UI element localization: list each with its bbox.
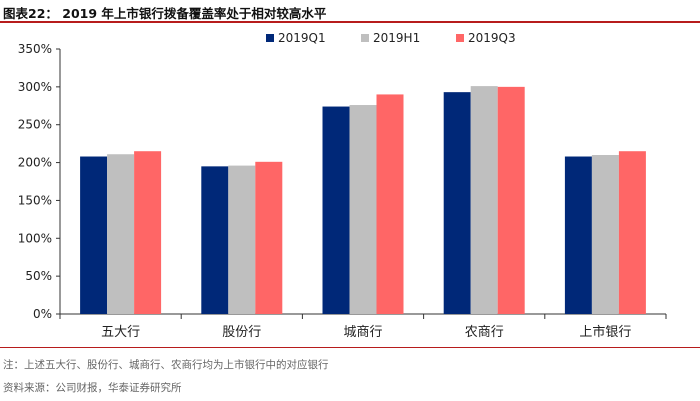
bar [497, 86, 525, 314]
bar [376, 94, 404, 314]
x-tick-label: 五大行 [101, 325, 140, 340]
legend-swatch [361, 34, 369, 42]
bar [349, 105, 377, 315]
bar [470, 86, 498, 314]
y-tick-label: 300% [18, 80, 52, 94]
bar-chart: 0% 50% 100% 150% 200% 250% 300% 350% 五大行 股份行 城商行 农商… [18, 31, 667, 340]
bar [564, 156, 592, 314]
y-tick-label: 100% [18, 231, 52, 245]
bar [255, 161, 283, 314]
chart-source: 资料来源：公司财报，华泰证券研究所 [3, 382, 182, 394]
y-tick-label: 200% [18, 156, 52, 170]
bar [80, 156, 108, 314]
legend-label: 2019H1 [373, 31, 420, 45]
legend-swatch [266, 34, 274, 42]
legend-label: 2019Q1 [278, 31, 326, 45]
y-tick-label: 250% [18, 118, 52, 132]
legend-label: 2019Q3 [468, 31, 516, 45]
legend-swatch [456, 34, 464, 42]
footer-rule [0, 347, 700, 348]
bar [107, 154, 135, 314]
bar [201, 166, 229, 314]
y-tick-label: 150% [18, 193, 52, 207]
figure-header: 图表22： 2019 年上市银行拨备覆盖率处于相对较高水平 [0, 0, 700, 24]
bar [134, 151, 162, 314]
x-tick-label: 上市银行 [579, 324, 631, 340]
bar [322, 106, 350, 315]
y-tick-label: 0% [33, 307, 52, 321]
bar [443, 92, 471, 315]
y-tick-label: 50% [25, 269, 52, 283]
chart-note: 注：上述五大行、股份行、城商行、农商行均为上市银行中的对应银行 [3, 359, 329, 371]
figure-title: 图表22： 2019 年上市银行拨备覆盖率处于相对较高水平 [3, 6, 327, 21]
bar [618, 151, 646, 314]
x-tick-label: 股份行 [222, 325, 261, 340]
bar [591, 155, 619, 314]
x-tick-label: 城商行 [343, 325, 382, 340]
bar [228, 165, 256, 314]
header-rule [0, 21, 700, 23]
y-tick-label: 350% [18, 42, 52, 56]
x-tick-label: 农商行 [465, 325, 504, 340]
